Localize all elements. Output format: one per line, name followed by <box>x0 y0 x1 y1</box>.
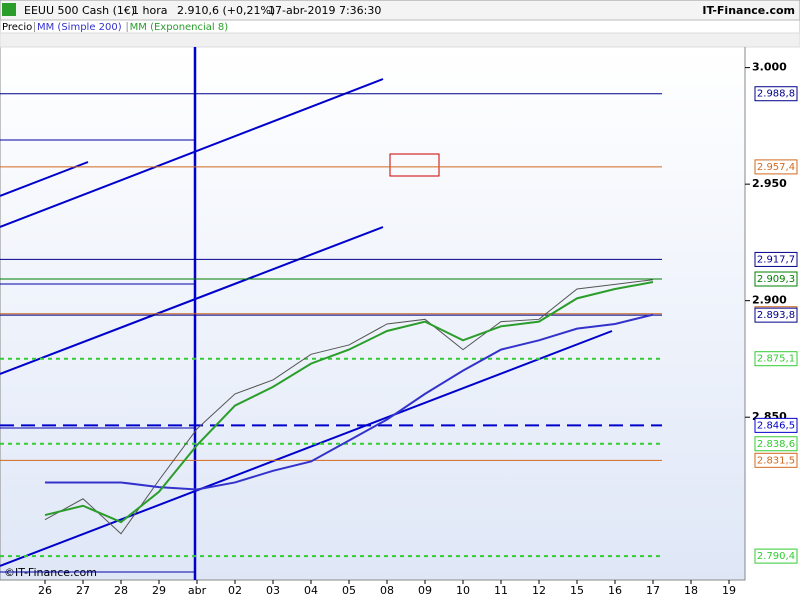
datetime: 17-abr-2019 7:36:30 <box>268 4 381 17</box>
level-label: 2.917,7 <box>757 254 795 265</box>
level-label-box <box>754 159 798 175</box>
brand: IT-Finance.com <box>702 4 795 17</box>
level-label-box <box>754 86 798 102</box>
y-tick-label: 2.950 <box>752 177 787 190</box>
level-label: 2.875,1 <box>757 354 795 365</box>
level-label-box <box>754 452 798 468</box>
level-label: 2.790,4 <box>757 551 795 562</box>
level-label: 2.988,8 <box>757 89 795 100</box>
symbol: EEUU 500 Cash (1€) <box>24 4 135 17</box>
level-label-box <box>754 307 798 323</box>
x-tick-label: 11 <box>494 584 508 597</box>
interval: 1 hora <box>132 4 167 17</box>
legend-label: MM (Exponencial 8) <box>130 22 229 33</box>
level-label-box <box>754 271 798 287</box>
level-label-box <box>754 436 798 452</box>
level-label-box <box>754 251 798 267</box>
x-tick-label: 15 <box>570 584 584 597</box>
x-tick-label: 18 <box>684 584 698 597</box>
y-tick-label: 2.900 <box>752 294 787 307</box>
series-line <box>44 279 654 535</box>
legend-label: MM (Simple 200) <box>37 22 122 33</box>
x-tick-label: 19 <box>722 584 736 597</box>
level-label-box <box>754 548 798 564</box>
level-label: 2.909,3 <box>757 274 795 285</box>
chart-icon[interactable] <box>2 3 16 16</box>
x-tick-label: 28 <box>114 584 128 597</box>
x-tick-label: 04 <box>304 584 318 597</box>
series-line <box>45 313 654 491</box>
level-label: 2.893,8 <box>757 310 795 321</box>
x-tick-label: 29 <box>152 584 166 597</box>
range-lines <box>0 139 195 573</box>
level-label: 2.846,5 <box>757 420 795 431</box>
annotation-box <box>389 153 440 177</box>
level-label: 2.831,5 <box>757 455 795 466</box>
level-label-box <box>754 417 798 433</box>
series-line <box>44 281 654 524</box>
quote: 2.910,6 (+0,21%) <box>177 4 275 17</box>
x-tick-label: 17 <box>646 584 660 597</box>
y-tick-label: 3.000 <box>752 61 787 74</box>
x-tick-label: 16 <box>608 584 622 597</box>
x-tick-label: 27 <box>76 584 90 597</box>
x-tick-label: 12 <box>532 584 546 597</box>
x-tick-label: 10 <box>456 584 470 597</box>
indicator-bar <box>0 32 800 48</box>
level-label-box <box>754 351 798 367</box>
x-tick-label: 08 <box>380 584 394 597</box>
x-tick-label: 05 <box>342 584 356 597</box>
level-label: 2.957,4 <box>757 162 795 173</box>
x-tick-label: 03 <box>266 584 280 597</box>
x-tick-label: 26 <box>38 584 52 597</box>
legend-swatch <box>126 22 128 32</box>
x-tick-label: 09 <box>418 584 432 597</box>
x-tick-label: abr <box>188 584 207 597</box>
legend-swatch <box>34 22 35 32</box>
level-label: 2.838,6 <box>757 439 795 450</box>
x-tick-label: 02 <box>228 584 242 597</box>
legend-label: Precio <box>2 22 32 33</box>
